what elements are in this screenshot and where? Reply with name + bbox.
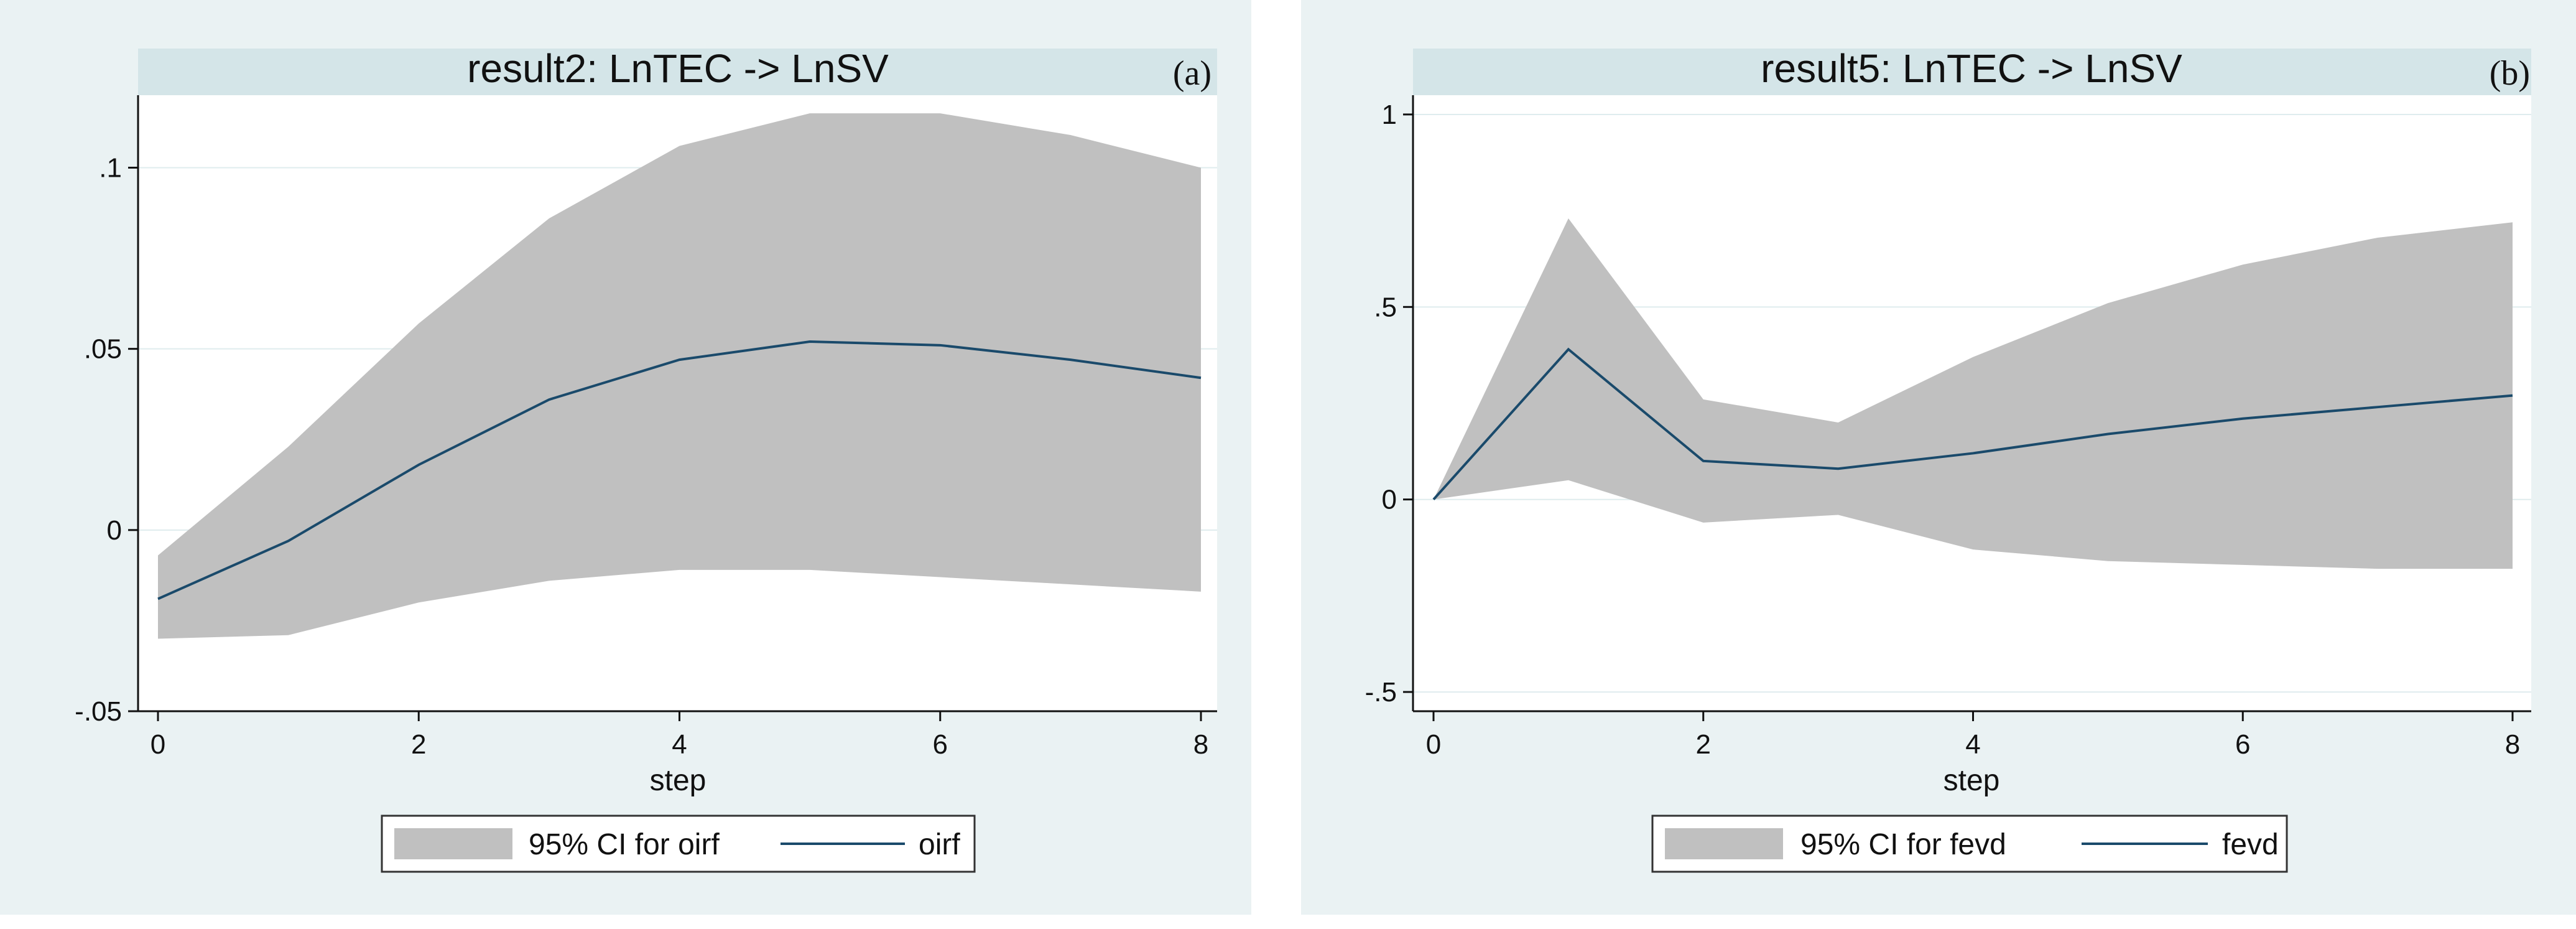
x-tick-label: 0 [151, 729, 165, 760]
y-tick-label: .5 [1374, 292, 1397, 322]
x-tick-label: 2 [1696, 729, 1711, 760]
panel-b: result5: LnTEC -> LnSV (b) -.5 0 .5 1 0 2 4 6 8… [1301, 0, 2576, 915]
x-tick-label: 8 [2505, 729, 2520, 760]
panel-a-ci-band [158, 113, 1201, 639]
y-tick-label: 1 [1382, 100, 1397, 130]
panel-b-fevd-line [1432, 347, 2513, 501]
panel-a-legend: 95% CI for oirf oirf [381, 815, 976, 873]
panel-a-oirf-line [157, 340, 1202, 600]
panel-a-title-bar [138, 49, 1217, 95]
x-tick-label: 8 [1193, 729, 1208, 760]
panel-b-title-bar [1413, 49, 2531, 95]
x-tick-label: 4 [1965, 729, 1980, 760]
panel-b-legend-line-label: fevd [2222, 828, 2279, 861]
panel-a-x-axis-title: step [650, 764, 707, 797]
x-tick-label: 6 [2235, 729, 2250, 760]
x-tick-label: 4 [672, 729, 687, 760]
y-tick-label: -.5 [1365, 677, 1397, 707]
y-tick-label: -.05 [75, 696, 122, 727]
y-tick-label: 0 [1382, 485, 1397, 515]
y-tick-label: 0 [107, 515, 122, 546]
panel-b-title: result5: LnTEC -> LnSV [1761, 46, 2182, 91]
panel-b-legend-band-label: 95% CI for fevd [1800, 828, 2006, 861]
panel-b-x-axis-title: step [1944, 764, 2000, 797]
panel-b-ci-band [1434, 218, 2513, 569]
x-tick-label: 2 [411, 729, 426, 760]
x-tick-label: 0 [1426, 729, 1441, 760]
panel-a-legend-line-label: oirf [919, 828, 960, 861]
panel-b-legend: 95% CI for fevd fevd [1651, 815, 2288, 873]
panel-b-label: (b) [2490, 54, 2530, 93]
x-tick-label: 6 [933, 729, 948, 760]
panel-a-title: result2: LnTEC -> LnSV [467, 46, 889, 91]
panel-a: result2: LnTEC -> LnSV (a) -.05 0 .05 .1 0 2… [0, 0, 1251, 915]
panel-a-label: (a) [1173, 54, 1212, 93]
panel-a-legend-band-swatch [394, 828, 512, 859]
panel-a-legend-band-label: 95% CI for oirf [529, 828, 720, 861]
panel-b-legend-band-swatch [1665, 828, 1783, 859]
y-tick-label: .1 [99, 152, 122, 183]
y-tick-label: .05 [84, 334, 122, 365]
